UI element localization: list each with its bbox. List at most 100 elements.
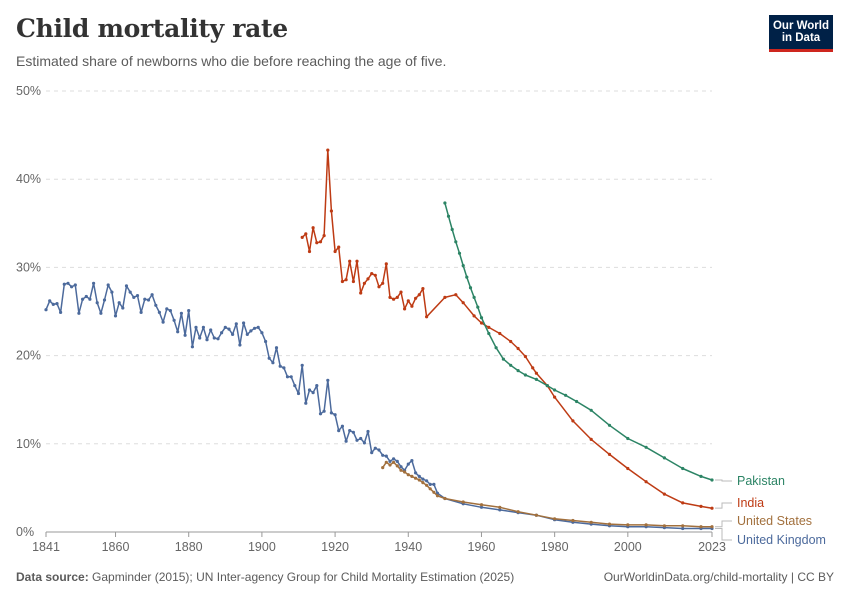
data-point <box>102 298 107 302</box>
data-point <box>351 430 355 434</box>
data-point <box>428 487 432 491</box>
data-point <box>62 282 66 286</box>
data-point <box>662 456 667 460</box>
data-point <box>322 409 326 413</box>
data-point <box>198 336 202 340</box>
data-point <box>388 295 392 299</box>
data-point <box>106 283 110 287</box>
data-point <box>395 295 399 299</box>
data-point <box>340 424 344 428</box>
data-point <box>392 297 396 301</box>
data-point <box>589 437 593 441</box>
data-point <box>607 452 612 456</box>
data-point <box>359 291 363 295</box>
data-point <box>146 298 151 302</box>
data-point <box>267 356 271 360</box>
data-point <box>77 311 81 315</box>
label-leader-line <box>715 527 732 541</box>
data-point <box>531 366 535 370</box>
data-point <box>234 322 238 326</box>
data-point <box>373 446 377 450</box>
data-point <box>406 299 410 303</box>
data-point <box>626 436 630 441</box>
series-line-pakistan <box>444 202 713 481</box>
y-tick-label: 50% <box>16 84 41 98</box>
owid-logo[interactable]: Our World in Data <box>769 15 833 52</box>
series-line-india <box>301 149 713 509</box>
y-tick-label: 40% <box>16 172 41 186</box>
y-tick-label: 0% <box>16 525 34 539</box>
data-point <box>132 295 136 299</box>
data-point <box>359 436 363 441</box>
data-point <box>662 492 667 496</box>
series-label: United Kingdom <box>737 533 826 547</box>
data-point <box>699 525 703 529</box>
data-point <box>461 500 465 504</box>
data-point <box>113 314 118 318</box>
source-label: Data source: <box>16 570 89 584</box>
data-point <box>534 513 539 517</box>
data-point <box>443 295 447 299</box>
data-point <box>333 249 337 254</box>
data-point <box>516 346 520 351</box>
data-point <box>300 235 304 239</box>
data-point <box>644 480 648 484</box>
data-point <box>150 293 154 297</box>
data-point <box>95 301 99 305</box>
data-point <box>699 474 703 478</box>
data-point <box>644 445 648 449</box>
data-point <box>553 517 557 521</box>
data-point <box>285 375 290 379</box>
data-point <box>417 293 421 297</box>
series-label: Pakistan <box>737 474 785 488</box>
data-point <box>417 474 421 478</box>
data-point <box>66 281 70 285</box>
data-point <box>366 277 370 281</box>
data-point <box>384 454 388 458</box>
series-united-kingdom <box>44 281 714 531</box>
data-point <box>421 481 425 485</box>
chart-title: Child mortality rate <box>16 14 288 43</box>
data-point <box>333 413 337 417</box>
series-label: United States <box>737 514 812 528</box>
series-line-united-kingdom <box>45 282 712 530</box>
data-point <box>414 471 418 475</box>
data-point <box>161 320 165 324</box>
data-point <box>227 327 231 331</box>
data-point <box>589 408 593 412</box>
credit-link[interactable]: OurWorldinData.org/child-mortality | CC … <box>603 570 834 584</box>
data-point <box>472 295 476 299</box>
data-point <box>571 518 575 523</box>
data-point <box>194 325 198 329</box>
series-pakistan <box>443 201 714 482</box>
data-point <box>626 466 630 471</box>
data-point <box>553 395 557 399</box>
data-point <box>300 363 304 367</box>
data-point <box>143 297 147 301</box>
data-point <box>425 483 429 487</box>
data-point <box>179 311 183 315</box>
data-point <box>644 523 648 527</box>
data-point <box>99 311 103 315</box>
series-label: India <box>737 496 764 510</box>
data-point <box>70 285 74 289</box>
data-point <box>362 281 366 285</box>
data-point <box>498 505 502 509</box>
data-point <box>392 460 396 464</box>
data-point <box>534 377 539 381</box>
data-point <box>157 310 161 314</box>
data-point <box>326 378 330 382</box>
data-point <box>501 357 505 361</box>
data-point <box>403 307 407 311</box>
x-tick-label: 1980 <box>541 540 569 554</box>
data-point <box>329 209 333 213</box>
data-point <box>370 272 374 276</box>
data-point <box>425 315 429 319</box>
data-point <box>351 279 355 284</box>
data-point <box>465 275 469 279</box>
data-point <box>231 332 235 336</box>
data-point <box>399 465 403 469</box>
data-point <box>454 240 458 244</box>
data-point <box>564 393 568 397</box>
x-tick-label: 1940 <box>394 540 422 554</box>
